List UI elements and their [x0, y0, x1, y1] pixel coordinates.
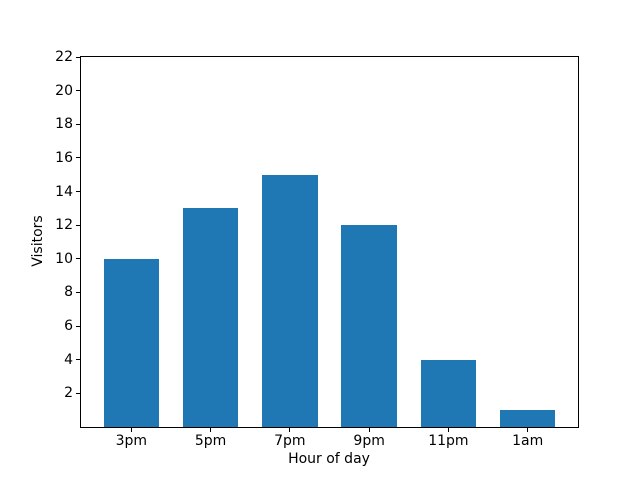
x-tick-mark — [289, 428, 291, 432]
y-tick-mark — [76, 191, 80, 193]
plot-area — [80, 56, 579, 428]
x-tick-label-9pm: 9pm — [353, 433, 385, 449]
y-tick-mark — [76, 224, 80, 226]
y-tick-mark — [76, 291, 80, 293]
x-axis-label: Hour of day — [288, 451, 370, 467]
x-tick-mark — [130, 428, 132, 432]
y-tick-mark — [76, 325, 80, 327]
y-tick-mark — [76, 157, 80, 159]
bar-3pm — [103, 258, 160, 427]
x-tick-mark — [368, 428, 370, 432]
y-tick-mark — [76, 90, 80, 92]
x-tick-label-3pm: 3pm — [115, 433, 148, 449]
y-tick-mark — [76, 56, 80, 58]
bar-5pm — [182, 208, 239, 427]
y-tick-mark — [76, 359, 80, 361]
x-tick-label-11pm: 11pm — [428, 433, 469, 449]
y-tick-label: 8 — [64, 284, 73, 301]
y-tick-mark — [76, 258, 80, 260]
y-tick-label: 16 — [55, 149, 73, 166]
x-tick-mark — [210, 428, 212, 432]
bar-1am — [499, 410, 556, 427]
x-tick-label-1am: 1am — [512, 433, 544, 449]
y-tick-label: 20 — [55, 82, 73, 99]
bar-9pm — [341, 225, 397, 427]
y-tick-label: 6 — [64, 318, 73, 335]
y-tick-label: 18 — [55, 116, 73, 133]
y-tick-label: 4 — [64, 351, 73, 368]
y-tick-label: 12 — [55, 217, 73, 234]
x-tick-mark — [527, 428, 529, 432]
y-tick-mark — [76, 123, 80, 125]
y-tick-mark — [76, 392, 80, 394]
y-tick-label: 2 — [64, 385, 73, 402]
x-tick-label-7pm: 7pm — [274, 433, 306, 449]
x-tick-mark — [447, 428, 449, 432]
x-tick-label-5pm: 5pm — [194, 433, 227, 449]
bar-11pm — [420, 359, 477, 427]
y-tick-label: 10 — [55, 250, 73, 267]
bar-7pm — [262, 174, 318, 427]
y-tick-label: 14 — [55, 183, 73, 200]
y-tick-label: 22 — [55, 49, 73, 65]
